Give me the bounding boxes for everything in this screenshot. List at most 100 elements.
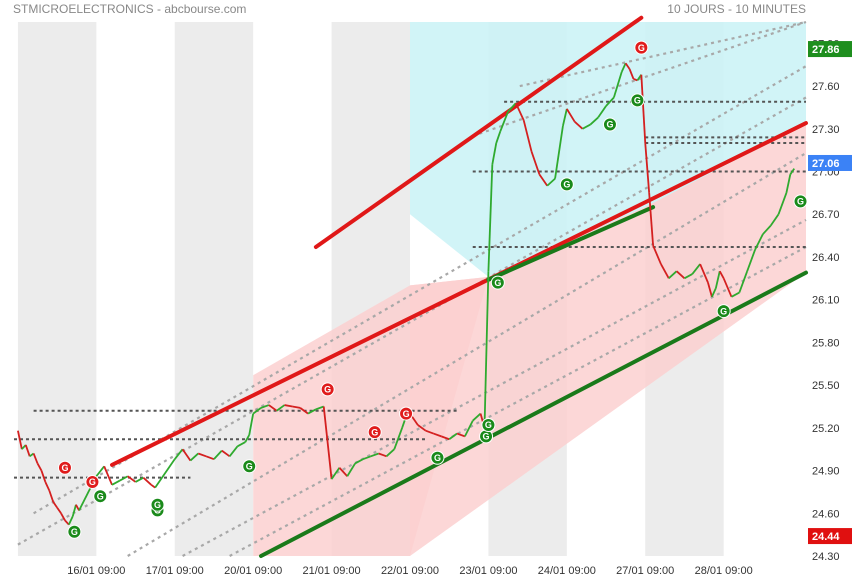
sell-signal-icon: G	[399, 406, 414, 421]
signal-letter: G	[97, 491, 104, 501]
signal-dot	[430, 450, 445, 465]
sell-signal-icon: G	[85, 474, 100, 489]
price-segment	[338, 467, 348, 477]
price-segment	[546, 177, 556, 187]
sell-signal-icon: G	[367, 425, 382, 440]
y-tick-label: 27.30	[812, 124, 840, 136]
signal-dot	[559, 177, 574, 192]
price-segment	[589, 116, 599, 126]
price-tag-box	[808, 41, 852, 58]
price-segment	[464, 420, 474, 437]
price-segment	[24, 444, 31, 457]
signal-dot	[716, 304, 731, 319]
y-tick-label: 27.60	[812, 81, 840, 93]
price-segment	[378, 452, 387, 458]
price-segment	[127, 475, 137, 483]
sell-signal-icon: G	[634, 40, 649, 55]
price-segment	[307, 408, 317, 415]
price-segment	[530, 151, 541, 175]
signal-letter: G	[483, 432, 490, 442]
price-segment	[284, 404, 293, 408]
channel-zone	[410, 22, 806, 277]
price-segment	[746, 249, 756, 272]
price-segment	[174, 448, 184, 460]
signal-letter: G	[434, 453, 441, 463]
price-segment	[68, 515, 74, 526]
price-segment	[36, 463, 43, 471]
price-segment	[205, 455, 215, 461]
signal-letter: G	[720, 306, 727, 316]
price-segment	[668, 270, 678, 279]
signal-dot	[630, 93, 645, 108]
buy-signal-icon: G	[602, 117, 617, 132]
signal-letter: G	[89, 477, 96, 487]
price-segment	[495, 131, 502, 144]
price-segment	[613, 71, 623, 98]
price-segment	[785, 174, 792, 194]
price-segment	[472, 412, 482, 422]
price-segment	[142, 477, 152, 486]
price-segment	[718, 270, 725, 279]
price-tag-box	[808, 528, 852, 545]
price-segment	[119, 475, 129, 482]
day-band	[174, 22, 254, 556]
chart-axes: 27.9027.6027.3027.0026.7026.4026.1025.80…	[67, 38, 852, 577]
signal-markers: GGGGGGGGGGGGGGGGGGGG	[57, 40, 808, 539]
signal-dot	[67, 524, 82, 539]
price-tag: 27.06	[808, 154, 852, 171]
x-tick-label: 21/01 09:00	[303, 565, 361, 577]
price-segment	[448, 432, 458, 440]
price-segment	[620, 62, 627, 73]
buy-signal-icon: G	[242, 459, 257, 474]
price-segment	[574, 121, 584, 130]
price-segment	[268, 404, 278, 412]
signal-letter: G	[71, 527, 78, 537]
price-tag-box	[808, 154, 852, 171]
price-segment	[487, 164, 494, 272]
signal-letter: G	[154, 500, 161, 510]
price-segment	[111, 479, 121, 486]
price-segment	[777, 192, 788, 215]
chart-period: 10 JOURS - 10 MINUTES	[667, 2, 806, 16]
price-segment	[605, 96, 615, 107]
price-segment	[52, 501, 58, 509]
signal-dot	[85, 474, 100, 489]
x-tick-label: 28/01 09:00	[695, 565, 753, 577]
channel-zone	[410, 123, 806, 556]
price-segment	[652, 245, 662, 265]
x-tick-label: 22/01 09:00	[381, 565, 439, 577]
signal-letter: G	[61, 463, 68, 473]
chart-lines	[14, 15, 808, 558]
y-tick-label: 26.70	[812, 209, 840, 221]
buy-signal-icon: G	[481, 417, 496, 432]
price-segment	[135, 476, 144, 483]
price-segment	[315, 405, 325, 411]
price-segment	[260, 404, 270, 409]
y-tick-label: 25.50	[812, 380, 840, 392]
price-tag-label: 24.44	[812, 531, 840, 543]
price-segment	[566, 108, 576, 123]
chart-title: STMICROELECTRONICS - abcbourse.com	[13, 2, 246, 16]
day-band	[17, 22, 97, 556]
price-segment	[385, 448, 395, 457]
price-segment	[507, 102, 517, 113]
price-segment	[330, 467, 341, 480]
y-tick-label: 25.80	[812, 337, 840, 349]
price-segment	[691, 263, 701, 275]
price-segment	[660, 263, 670, 279]
price-segment	[17, 430, 23, 450]
y-tick-label: 26.10	[812, 295, 840, 307]
x-tick-label: 17/01 09:00	[146, 565, 204, 577]
price-segment	[370, 452, 379, 458]
buy-signal-icon: G	[93, 489, 108, 504]
signal-dot	[320, 382, 335, 397]
price-segment	[483, 271, 490, 428]
price-segment	[362, 455, 372, 461]
price-segment	[456, 432, 466, 438]
signal-letter: G	[485, 420, 492, 430]
price-segment	[582, 123, 591, 130]
signal-letter: G	[371, 427, 378, 437]
price-segment	[95, 465, 105, 477]
support-line	[259, 270, 808, 558]
